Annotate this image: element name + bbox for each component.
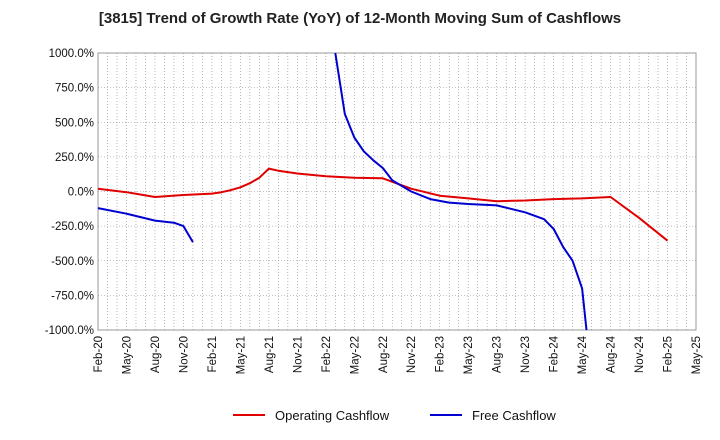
x-tick-label: Nov-20 xyxy=(178,336,190,373)
horizontal-gridlines xyxy=(98,87,696,296)
x-tick-label: Nov-21 xyxy=(292,336,304,373)
y-tick-label: 250.0% xyxy=(55,152,94,164)
x-tick-label: Nov-22 xyxy=(406,336,418,373)
legend-label: Operating Cashflow xyxy=(275,408,390,423)
x-tick-label: Aug-24 xyxy=(606,335,618,373)
x-tick-label: Feb-25 xyxy=(663,336,675,372)
x-tick-label: May-21 xyxy=(235,336,247,374)
y-tick-label: 0.0% xyxy=(68,187,94,199)
series-line-free-cashflow xyxy=(97,207,194,243)
x-tick-label: May-22 xyxy=(349,336,361,374)
series-line-free-cashflow xyxy=(334,52,588,331)
x-tick-label: Aug-22 xyxy=(378,336,390,373)
series-line-operating-cashflow xyxy=(97,167,669,242)
y-tick-label: -500.0% xyxy=(51,256,94,268)
x-tick-label: Aug-23 xyxy=(492,336,504,373)
y-tick-label: 750.0% xyxy=(55,83,94,95)
x-tick-label: Nov-24 xyxy=(634,335,646,373)
x-tick-label: Aug-21 xyxy=(264,336,276,373)
x-tick-label: Feb-24 xyxy=(549,335,561,372)
y-tick-label: 1000.0% xyxy=(49,48,94,60)
legend-label: Free Cashflow xyxy=(472,408,556,423)
x-tick-label: May-20 xyxy=(121,336,133,374)
y-tick-label: -1000.0% xyxy=(45,325,94,337)
x-axis-tick-labels: Feb-20 May-20 Aug-20 Nov-20 Feb-21 May-21 Aug-… xyxy=(93,335,703,374)
plot-area xyxy=(97,52,697,331)
x-tick-label: May-25 xyxy=(691,336,703,374)
x-tick-label: Nov-23 xyxy=(520,336,532,373)
y-tick-label: -250.0% xyxy=(51,221,94,233)
y-tick-label: -750.0% xyxy=(51,290,94,302)
x-tick-label: Feb-20 xyxy=(93,336,105,372)
x-tick-label: Aug-20 xyxy=(150,336,162,373)
y-tick-label: 500.0% xyxy=(55,117,94,129)
y-axis-tick-labels: 1000.0% 750.0% 500.0% 250.0% 0.0% -250.0% -500… xyxy=(45,48,94,337)
series-lines xyxy=(97,52,669,331)
legend: Operating Cashflow Free Cashflow xyxy=(233,408,556,423)
x-tick-label: May-24 xyxy=(577,335,589,374)
x-tick-label: Feb-22 xyxy=(321,336,333,372)
x-tick-label: Feb-21 xyxy=(207,336,219,372)
chart-title: [3815] Trend of Growth Rate (YoY) of 12-… xyxy=(98,10,622,27)
x-tick-label: May-23 xyxy=(463,336,475,374)
x-tick-label: Feb-23 xyxy=(435,336,447,372)
